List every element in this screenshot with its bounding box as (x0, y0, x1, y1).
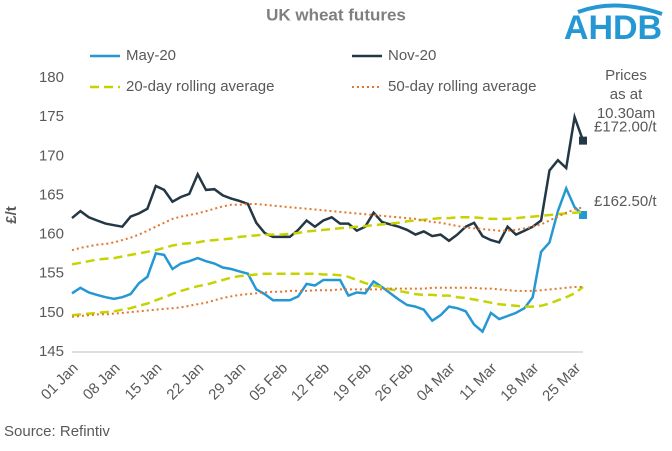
x-tick-label: 25 Mar (539, 360, 584, 405)
y-tick-label: 165 (39, 186, 64, 203)
x-tick-label: 01 Jan (38, 360, 82, 404)
legend-label: Nov-20 (388, 47, 436, 64)
y-tick-label: 170 (39, 147, 64, 164)
end-marker (579, 136, 587, 145)
series-line (71, 112, 585, 244)
x-tick-label: 19 Feb (330, 360, 375, 405)
x-tick-label: 05 Feb (246, 360, 291, 405)
series-line (71, 286, 583, 318)
x-tick-label: 15 Jan (122, 360, 166, 404)
legend-label: 20-day rolling average (126, 78, 274, 95)
source: Source: Refintiv (4, 423, 110, 440)
x-tick-label: 11 Mar (456, 360, 500, 404)
legend-label: May-20 (126, 47, 176, 64)
end-marker (579, 211, 587, 219)
value-label: £162.50/t (594, 193, 657, 210)
x-tick-label: 26 Feb (372, 360, 417, 405)
series-line (71, 210, 584, 266)
y-tick-label: 155 (39, 265, 64, 282)
x-tick-label: 12 Feb (288, 360, 333, 405)
y-tick-label: 160 (39, 226, 64, 243)
y-tick-label: 175 (39, 108, 64, 125)
series-line (71, 185, 584, 334)
value-label: £172.00/t (594, 119, 657, 136)
annotation: Prices (605, 67, 647, 84)
y-axis-label: £/t (3, 206, 20, 224)
annotation: 10.30am (597, 105, 655, 122)
y-tick-label: 150 (39, 304, 64, 321)
x-tick-label: 08 Jan (80, 360, 124, 404)
x-tick-label: 18 Mar (497, 360, 542, 405)
series-line (71, 272, 584, 317)
logo-text: AHDB (564, 9, 662, 47)
y-tick-label: 180 (39, 69, 64, 86)
y-tick-label: 145 (39, 343, 64, 360)
x-tick-label: 22 Jan (163, 360, 207, 404)
chart-title: UK wheat futures (266, 5, 406, 24)
legend-label: 50-day rolling average (388, 78, 536, 95)
x-tick-label: 29 Jan (205, 360, 249, 404)
x-tick-label: 04 Mar (414, 360, 459, 405)
logo: AHDB (564, 3, 663, 47)
annotation: as at (610, 86, 643, 103)
